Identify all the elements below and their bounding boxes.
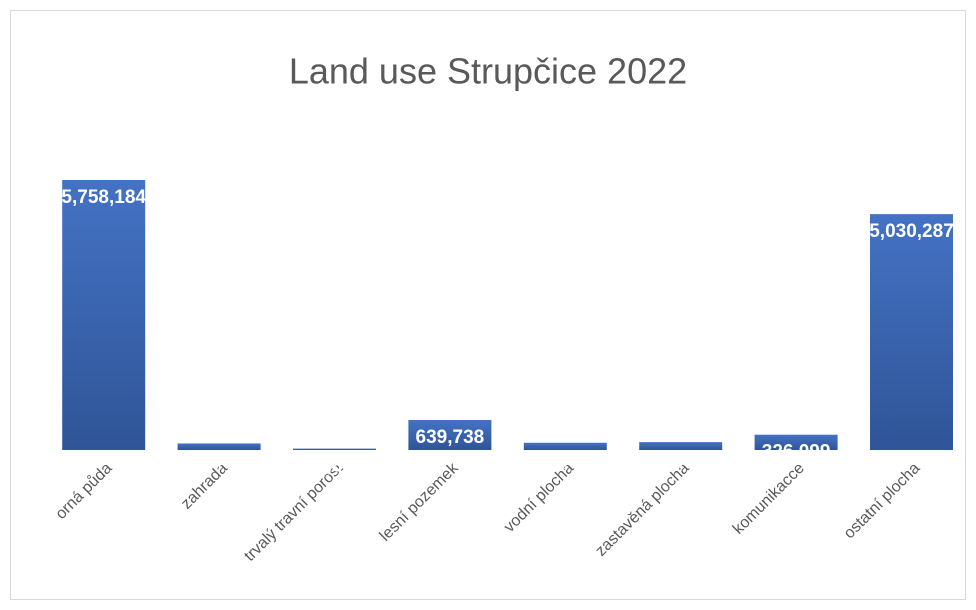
data-label: 5,758,184 [61,187,146,208]
data-label: 168,057 [646,449,715,470]
data-label: 639,738 [416,427,485,448]
chart-title: Land use Strupčice 2022 [289,51,687,92]
bar [754,434,838,450]
data-label: 154,453 [531,450,600,471]
bar [62,180,146,450]
chart-border [10,10,966,600]
bar [293,448,376,450]
bar [408,420,492,450]
data-label: 29,817 [305,456,363,477]
data-label: 139,723 [185,450,254,471]
bar [177,443,261,450]
bar [523,442,607,450]
data-label: 326,099 [762,442,831,463]
bar [639,442,723,450]
data-label: 5,030,287 [869,221,954,242]
bar [870,214,953,450]
